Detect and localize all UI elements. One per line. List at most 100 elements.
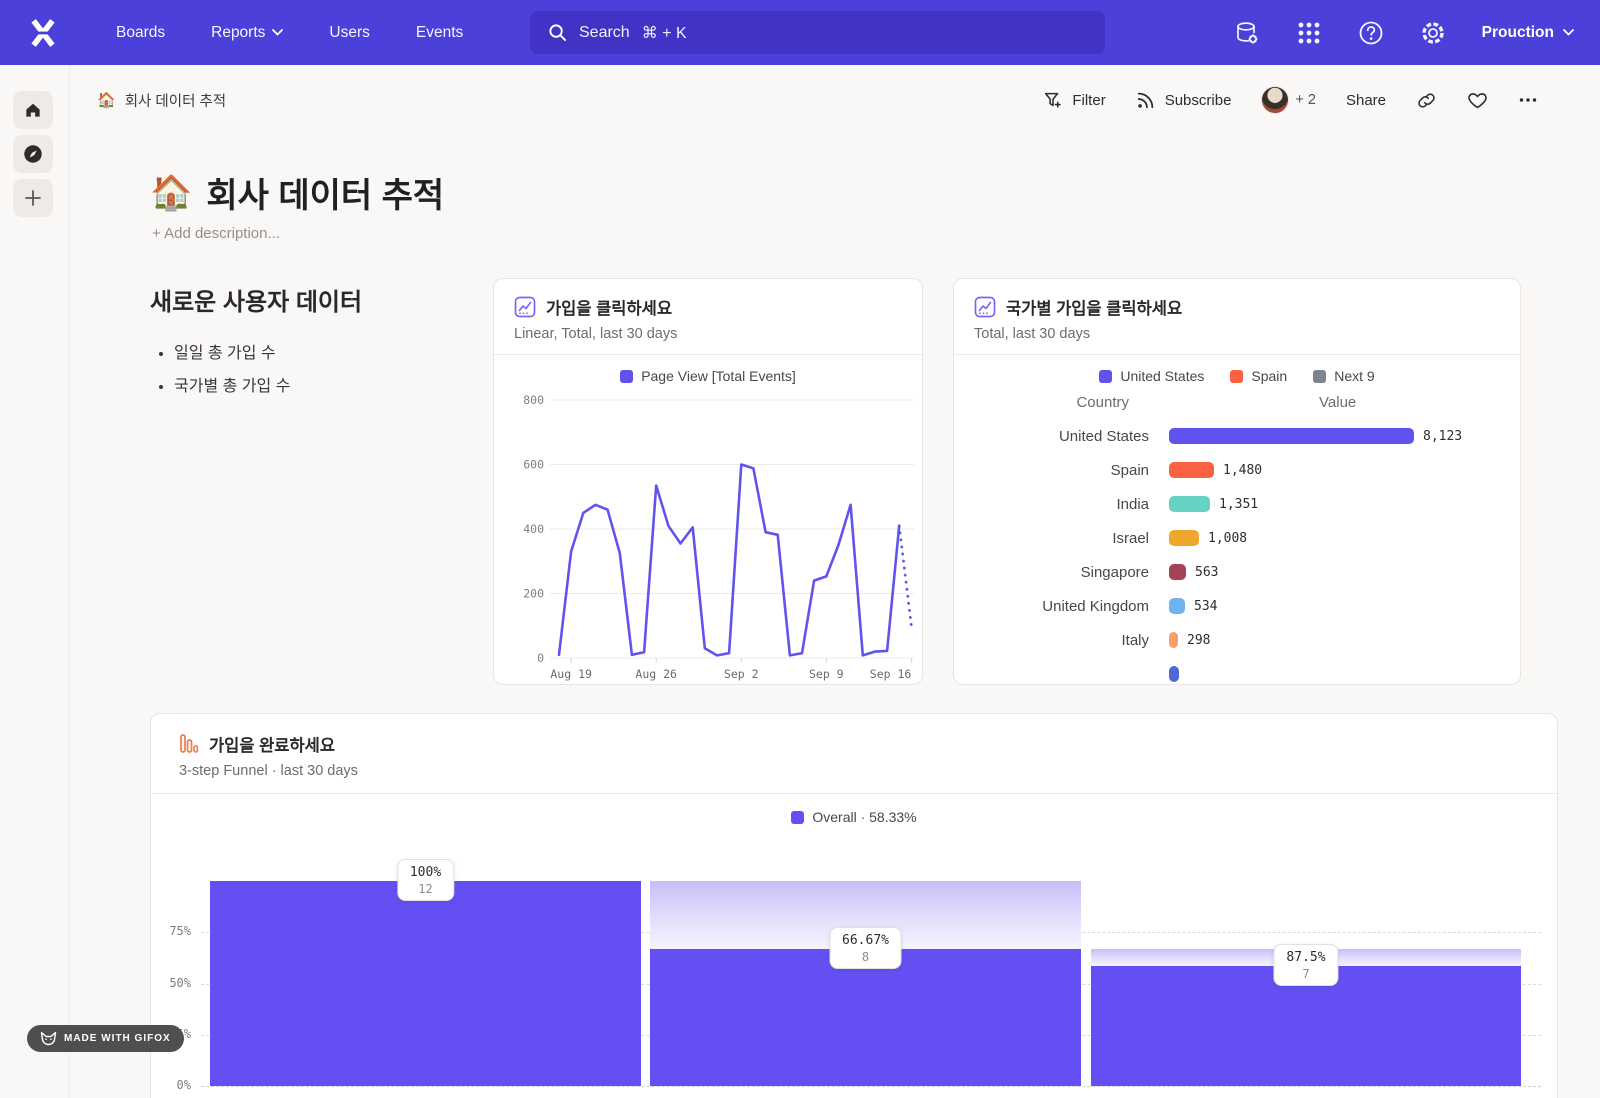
legend-item[interactable]: Spain [1230, 368, 1287, 384]
help-icon[interactable] [1358, 20, 1384, 46]
legend-swatch [1099, 369, 1113, 383]
country-label: Israel [1112, 529, 1149, 547]
discover-button[interactable] [13, 135, 53, 173]
country-bar[interactable] [1169, 428, 1414, 444]
country-value: 298 [1187, 632, 1211, 648]
country-value: 1,351 [1219, 496, 1259, 512]
report-title-link[interactable]: 가입을 완료하세요 [179, 732, 1533, 756]
nav-items: Boards Reports Users Events [116, 24, 463, 42]
country-bar[interactable] [1169, 632, 1178, 648]
data-management-icon[interactable] [1234, 20, 1260, 46]
country-bar[interactable] [1169, 496, 1210, 512]
project-name: Prouction [1481, 23, 1554, 41]
board-toolbar: Filter Subscribe + 2 Share [1043, 86, 1538, 114]
y-axis-label: 0% [176, 1078, 191, 1092]
funnel-step-label: 66.67% 8 [829, 927, 902, 970]
legend-swatch [1313, 369, 1327, 383]
text-card-heading: 새로운 사용자 데이터 [150, 289, 363, 316]
left-sidebar [0, 65, 70, 1098]
legend-swatch [1230, 369, 1244, 383]
legend-label: Next 9 [1334, 368, 1375, 384]
apps-grid-icon[interactable] [1296, 20, 1322, 46]
card-subtitle: 3-step Funnel · last 30 days [179, 763, 358, 779]
bullet-item: 일일 총 가입 수 [174, 339, 490, 363]
funnel-bar[interactable] [210, 881, 641, 1086]
legend-item[interactable]: United States [1099, 368, 1204, 384]
report-title-link[interactable]: 국가별 가입을 클릭하세요 [974, 295, 1500, 319]
funnel-step-percent: 100% [409, 865, 442, 880]
country-label: Italy [1121, 631, 1149, 649]
svg-text:200: 200 [523, 587, 544, 601]
legend-item[interactable]: Overall · 58.33% [791, 809, 917, 825]
more-menu-button[interactable] [1518, 90, 1538, 110]
home-button[interactable] [13, 91, 53, 129]
legend-label: Spain [1251, 368, 1288, 384]
country-row: Spain 1,480 [954, 453, 1520, 487]
card-header: 국가별 가입을 클릭하세요 Total, last 30 days [954, 279, 1520, 355]
add-board-button[interactable] [13, 179, 53, 217]
country-bar[interactable] [1169, 564, 1186, 580]
project-switcher[interactable]: Prouction [1482, 24, 1574, 42]
country-label: Spain [1110, 461, 1149, 479]
breadcrumb[interactable]: 🏠 회사 데이터 추적 [97, 90, 226, 111]
copy-link-button[interactable] [1416, 90, 1437, 111]
chart-legend: United States Spain Next 9 [954, 368, 1520, 384]
card-title-text: 가입을 클릭하세요 [546, 300, 673, 318]
line-chart-plot[interactable]: 0 200 400 600 800 Aug 19 Aug 26 Sep 2 Sep 9 Sep 1… [508, 379, 922, 681]
country-row [954, 657, 1520, 684]
line-chart-icon [514, 296, 536, 318]
nav-item-events[interactable]: Events [416, 24, 463, 42]
chevron-down-icon [272, 29, 284, 36]
svg-text:Aug 19: Aug 19 [550, 667, 592, 681]
subscribe-button[interactable]: Subscribe [1136, 90, 1232, 110]
country-bar[interactable] [1169, 530, 1199, 546]
subscribe-label: Subscribe [1164, 91, 1232, 109]
home-icon [26, 103, 40, 117]
nav-item-label: Users [329, 23, 370, 41]
search-placeholder: Search [579, 23, 630, 41]
country-row: United States 8,123 [954, 419, 1520, 453]
funnel-step-count: 7 [1302, 967, 1310, 982]
filter-button[interactable]: Filter [1043, 90, 1106, 110]
gifox-watermark: MADE WITH GIFOX [27, 1025, 184, 1052]
card-title-text: 가입을 완료하세요 [209, 737, 336, 755]
nav-item-boards[interactable]: Boards [116, 24, 165, 42]
column-header-country: Country [1076, 394, 1129, 411]
country-bar[interactable] [1169, 666, 1179, 682]
rss-icon [1137, 92, 1153, 109]
plus-icon [25, 190, 41, 206]
country-bar[interactable] [1169, 598, 1185, 614]
favorite-button[interactable] [1467, 90, 1488, 111]
card-title-text: 국가별 가입을 클릭하세요 [1006, 300, 1183, 318]
collaborators[interactable]: + 2 [1261, 86, 1316, 114]
filter-icon [1045, 92, 1062, 108]
share-button[interactable]: Share [1346, 92, 1386, 109]
legend-item[interactable]: Page View [Total Events] [620, 368, 796, 384]
page-title[interactable]: 🏠 회사 데이터 추적 [150, 168, 444, 217]
svg-text:Sep 16: Sep 16 [870, 667, 912, 681]
legend-swatch [620, 369, 634, 383]
svg-text:0: 0 [537, 651, 544, 665]
search-input[interactable]: Search ⌘ + K [530, 11, 1105, 54]
line-chart-icon [974, 296, 996, 318]
legend-item[interactable]: Next 9 [1313, 368, 1375, 384]
country-label: Singapore [1080, 563, 1149, 581]
svg-text:400: 400 [523, 522, 544, 536]
text-card[interactable]: 새로운 사용자 데이터 일일 총 가입 수 국가별 총 가입 수 [150, 282, 490, 405]
legend-label: Page View [Total Events] [641, 368, 796, 384]
country-bar-card: 국가별 가입을 클릭하세요 Total, last 30 days United… [953, 278, 1521, 685]
country-label: India [1116, 495, 1149, 513]
mixpanel-logo-icon[interactable] [26, 17, 60, 49]
nav-item-users[interactable]: Users [329, 24, 369, 42]
report-title-link[interactable]: 가입을 클릭하세요 [514, 295, 902, 319]
filter-label: Filter [1072, 91, 1106, 109]
country-row: Israel 1,008 [954, 521, 1520, 555]
add-description-button[interactable]: + Add description... [152, 225, 280, 242]
nav-item-label: Events [415, 23, 464, 41]
svg-text:800: 800 [523, 393, 544, 407]
settings-gear-icon[interactable] [1420, 20, 1446, 46]
fox-icon [40, 1031, 57, 1046]
country-bar[interactable] [1169, 462, 1214, 478]
nav-item-reports[interactable]: Reports [211, 24, 284, 42]
funnel-bar[interactable] [650, 949, 1081, 1086]
